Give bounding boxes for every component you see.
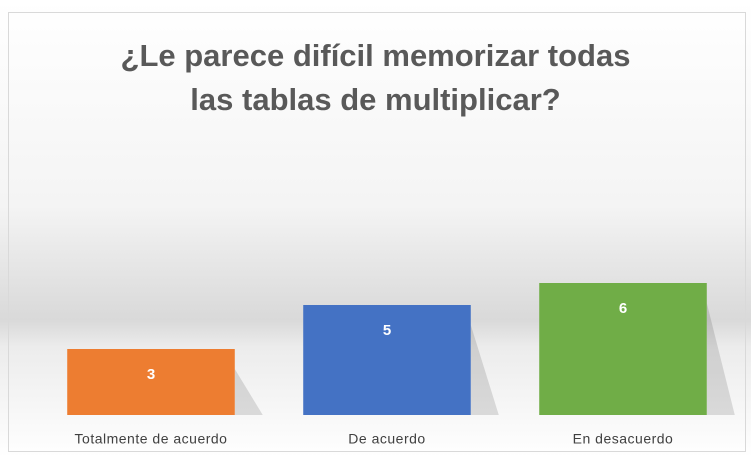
data-label: 3 — [147, 366, 155, 383]
bar — [539, 283, 707, 415]
bar-shadow — [470, 325, 499, 415]
chart-title: ¿Le parece difícil memorizar todas las t… — [120, 38, 631, 117]
data-label: 5 — [383, 322, 391, 339]
bar-shadow — [706, 303, 735, 415]
bar — [67, 349, 235, 415]
x-tick-label: De acuerdo — [348, 431, 425, 447]
bar-shadow — [234, 369, 263, 415]
data-label: 6 — [619, 300, 627, 317]
bar — [303, 305, 471, 415]
x-tick-label: En desacuerdo — [573, 431, 674, 447]
x-tick-label: Totalmente de acuerdo — [75, 431, 228, 447]
chart-border — [8, 12, 746, 452]
